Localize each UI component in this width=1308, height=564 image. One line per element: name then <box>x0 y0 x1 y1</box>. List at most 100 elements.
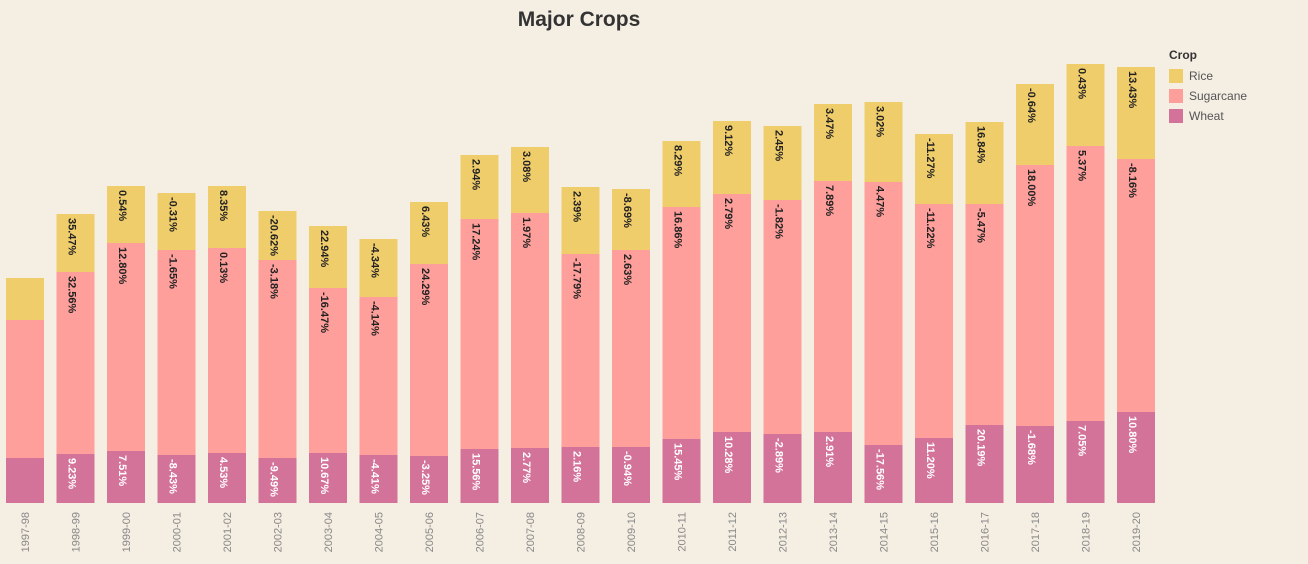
bar-rice-2013-14[interactable] <box>814 104 852 181</box>
bar-wheat-2010-11[interactable] <box>662 439 701 503</box>
data-label-rice-1998-99: 35.47% <box>66 218 78 256</box>
bar-wheat-1999-00[interactable] <box>107 451 145 503</box>
x-tick-label-2001-02: 2001-02 <box>222 512 234 552</box>
bar-wheat-2017-18[interactable] <box>1016 426 1054 503</box>
bar-sugarcane-1999-00[interactable] <box>107 243 145 451</box>
bar-sugarcane-2018-19[interactable] <box>1066 146 1105 421</box>
x-tick-label-1998-99: 1998-99 <box>71 512 83 552</box>
bar-rice-2003-04[interactable] <box>309 226 347 288</box>
x-tick-label-2004-05: 2004-05 <box>374 512 386 552</box>
bar-sugarcane-2019-20[interactable] <box>1117 159 1155 412</box>
bar-wheat-2006-07[interactable] <box>460 449 499 503</box>
bar-rice-2017-18[interactable] <box>1016 84 1054 165</box>
bar-rice-2004-05[interactable] <box>359 239 398 297</box>
bar-rice-2009-10[interactable] <box>612 189 650 250</box>
bar-rice-1997-98[interactable] <box>6 278 44 320</box>
bar-wheat-2016-17[interactable] <box>965 425 1004 503</box>
bar-sugarcane-2003-04[interactable] <box>309 288 347 453</box>
bar-sugarcane-2008-09[interactable] <box>561 254 600 447</box>
bar-wheat-2001-02[interactable] <box>208 453 246 503</box>
data-label-rice-2006-07: 2.94% <box>470 159 482 190</box>
data-label-wheat-2019-20: 10.80% <box>1126 416 1138 454</box>
bar-wheat-2009-10[interactable] <box>612 447 650 503</box>
bar-sugarcane-2014-15[interactable] <box>864 182 903 445</box>
bar-sugarcane-2000-01[interactable] <box>157 250 196 455</box>
legend-item-sugarcane[interactable]: Sugarcane <box>1169 86 1247 106</box>
data-label-sugarcane-2001-02: 0.13% <box>217 252 229 283</box>
bar-sugarcane-2016-17[interactable] <box>965 204 1004 425</box>
bar-rice-2005-06[interactable] <box>410 202 448 264</box>
bar-wheat-2014-15[interactable] <box>864 445 903 503</box>
bar-sugarcane-2007-08[interactable] <box>511 213 549 448</box>
bar-rice-2010-11[interactable] <box>662 141 701 207</box>
bar-wheat-1997-98[interactable] <box>6 458 44 503</box>
data-label-sugarcane-2007-08: 1.97% <box>520 217 532 248</box>
bar-rice-2000-01[interactable] <box>157 193 196 250</box>
bar-sugarcane-2006-07[interactable] <box>460 219 499 449</box>
x-tick-label-2008-09: 2008-09 <box>576 512 588 552</box>
bar-sugarcane-2002-03[interactable] <box>258 260 297 458</box>
bar-rice-1999-00[interactable] <box>107 186 145 243</box>
bar-wheat-2002-03[interactable] <box>258 458 297 503</box>
data-label-wheat-2003-04: 10.67% <box>318 457 330 495</box>
x-tick-label-2017-18: 2017-18 <box>1030 512 1042 552</box>
data-label-wheat-2014-15: -17.56% <box>874 449 886 490</box>
legend-item-rice[interactable]: Rice <box>1169 66 1247 86</box>
bar-rice-2008-09[interactable] <box>561 187 600 254</box>
bar-rice-2015-16[interactable] <box>915 134 953 204</box>
data-label-rice-2005-06: 6.43% <box>419 206 431 237</box>
bar-rice-2001-02[interactable] <box>208 186 246 248</box>
bar-rice-2014-15[interactable] <box>864 102 903 182</box>
bar-wheat-2003-04[interactable] <box>309 453 347 503</box>
bar-wheat-2012-13[interactable] <box>763 434 802 503</box>
bar-sugarcane-2015-16[interactable] <box>915 204 953 438</box>
data-label-sugarcane-2011-12: 2.79% <box>722 198 734 229</box>
bar-rice-2019-20[interactable] <box>1117 67 1155 159</box>
bar-sugarcane-2004-05[interactable] <box>359 297 398 455</box>
bar-sugarcane-2010-11[interactable] <box>662 207 701 439</box>
bar-sugarcane-2011-12[interactable] <box>713 194 751 432</box>
bar-sugarcane-1998-99[interactable] <box>56 272 95 454</box>
bar-wheat-2008-09[interactable] <box>561 447 600 503</box>
bar-rice-2007-08[interactable] <box>511 147 549 213</box>
bar-sugarcane-2017-18[interactable] <box>1016 165 1054 426</box>
bar-wheat-2004-05[interactable] <box>359 455 398 503</box>
x-tick-label-2003-04: 2003-04 <box>323 512 335 552</box>
data-label-sugarcane-2013-14: 7.89% <box>823 185 835 216</box>
bar-sugarcane-2009-10[interactable] <box>612 250 650 447</box>
bar-rice-2002-03[interactable] <box>258 211 297 260</box>
bar-sugarcane-1997-98[interactable] <box>6 320 44 458</box>
data-label-sugarcane-2017-18: 18.00% <box>1025 169 1037 207</box>
bar-wheat-2015-16[interactable] <box>915 438 953 503</box>
bar-sugarcane-2013-14[interactable] <box>814 181 852 432</box>
bar-rice-2012-13[interactable] <box>763 126 802 200</box>
bar-wheat-2018-19[interactable] <box>1066 421 1105 503</box>
bar-rice-1998-99[interactable] <box>56 214 95 272</box>
bar-rice-2011-12[interactable] <box>713 121 751 194</box>
bar-wheat-2005-06[interactable] <box>410 456 448 503</box>
bar-wheat-2000-01[interactable] <box>157 455 196 503</box>
bar-sugarcane-2001-02[interactable] <box>208 248 246 453</box>
bar-rice-2018-19[interactable] <box>1066 64 1105 146</box>
bar-rice-2006-07[interactable] <box>460 155 499 219</box>
bar-sugarcane-2005-06[interactable] <box>410 264 448 456</box>
bar-sugarcane-2012-13[interactable] <box>763 200 802 434</box>
legend-item-wheat[interactable]: Wheat <box>1169 106 1247 126</box>
x-tick-label-2019-20: 2019-20 <box>1131 512 1143 552</box>
data-label-wheat-2013-14: 2.91% <box>823 436 835 467</box>
data-label-rice-2013-14: 3.47% <box>823 108 835 139</box>
data-label-sugarcane-2010-11: 16.86% <box>672 211 684 249</box>
data-label-sugarcane-2008-09: -17.79% <box>571 258 583 299</box>
legend-swatch-rice <box>1169 69 1183 83</box>
bar-rice-2016-17[interactable] <box>965 122 1004 204</box>
bar-wheat-2011-12[interactable] <box>713 432 751 503</box>
data-label-wheat-1999-00: 7.51% <box>116 455 128 486</box>
bar-wheat-2007-08[interactable] <box>511 448 549 503</box>
bar-wheat-2019-20[interactable] <box>1117 412 1155 503</box>
data-label-wheat-2012-13: -2.89% <box>773 438 785 473</box>
bar-wheat-2013-14[interactable] <box>814 432 852 503</box>
x-tick-label-2014-15: 2014-15 <box>879 512 891 552</box>
data-label-sugarcane-1999-00: 12.80% <box>116 247 128 285</box>
x-tick-label-2011-12: 2011-12 <box>727 512 739 552</box>
bar-wheat-1998-99[interactable] <box>56 454 95 503</box>
